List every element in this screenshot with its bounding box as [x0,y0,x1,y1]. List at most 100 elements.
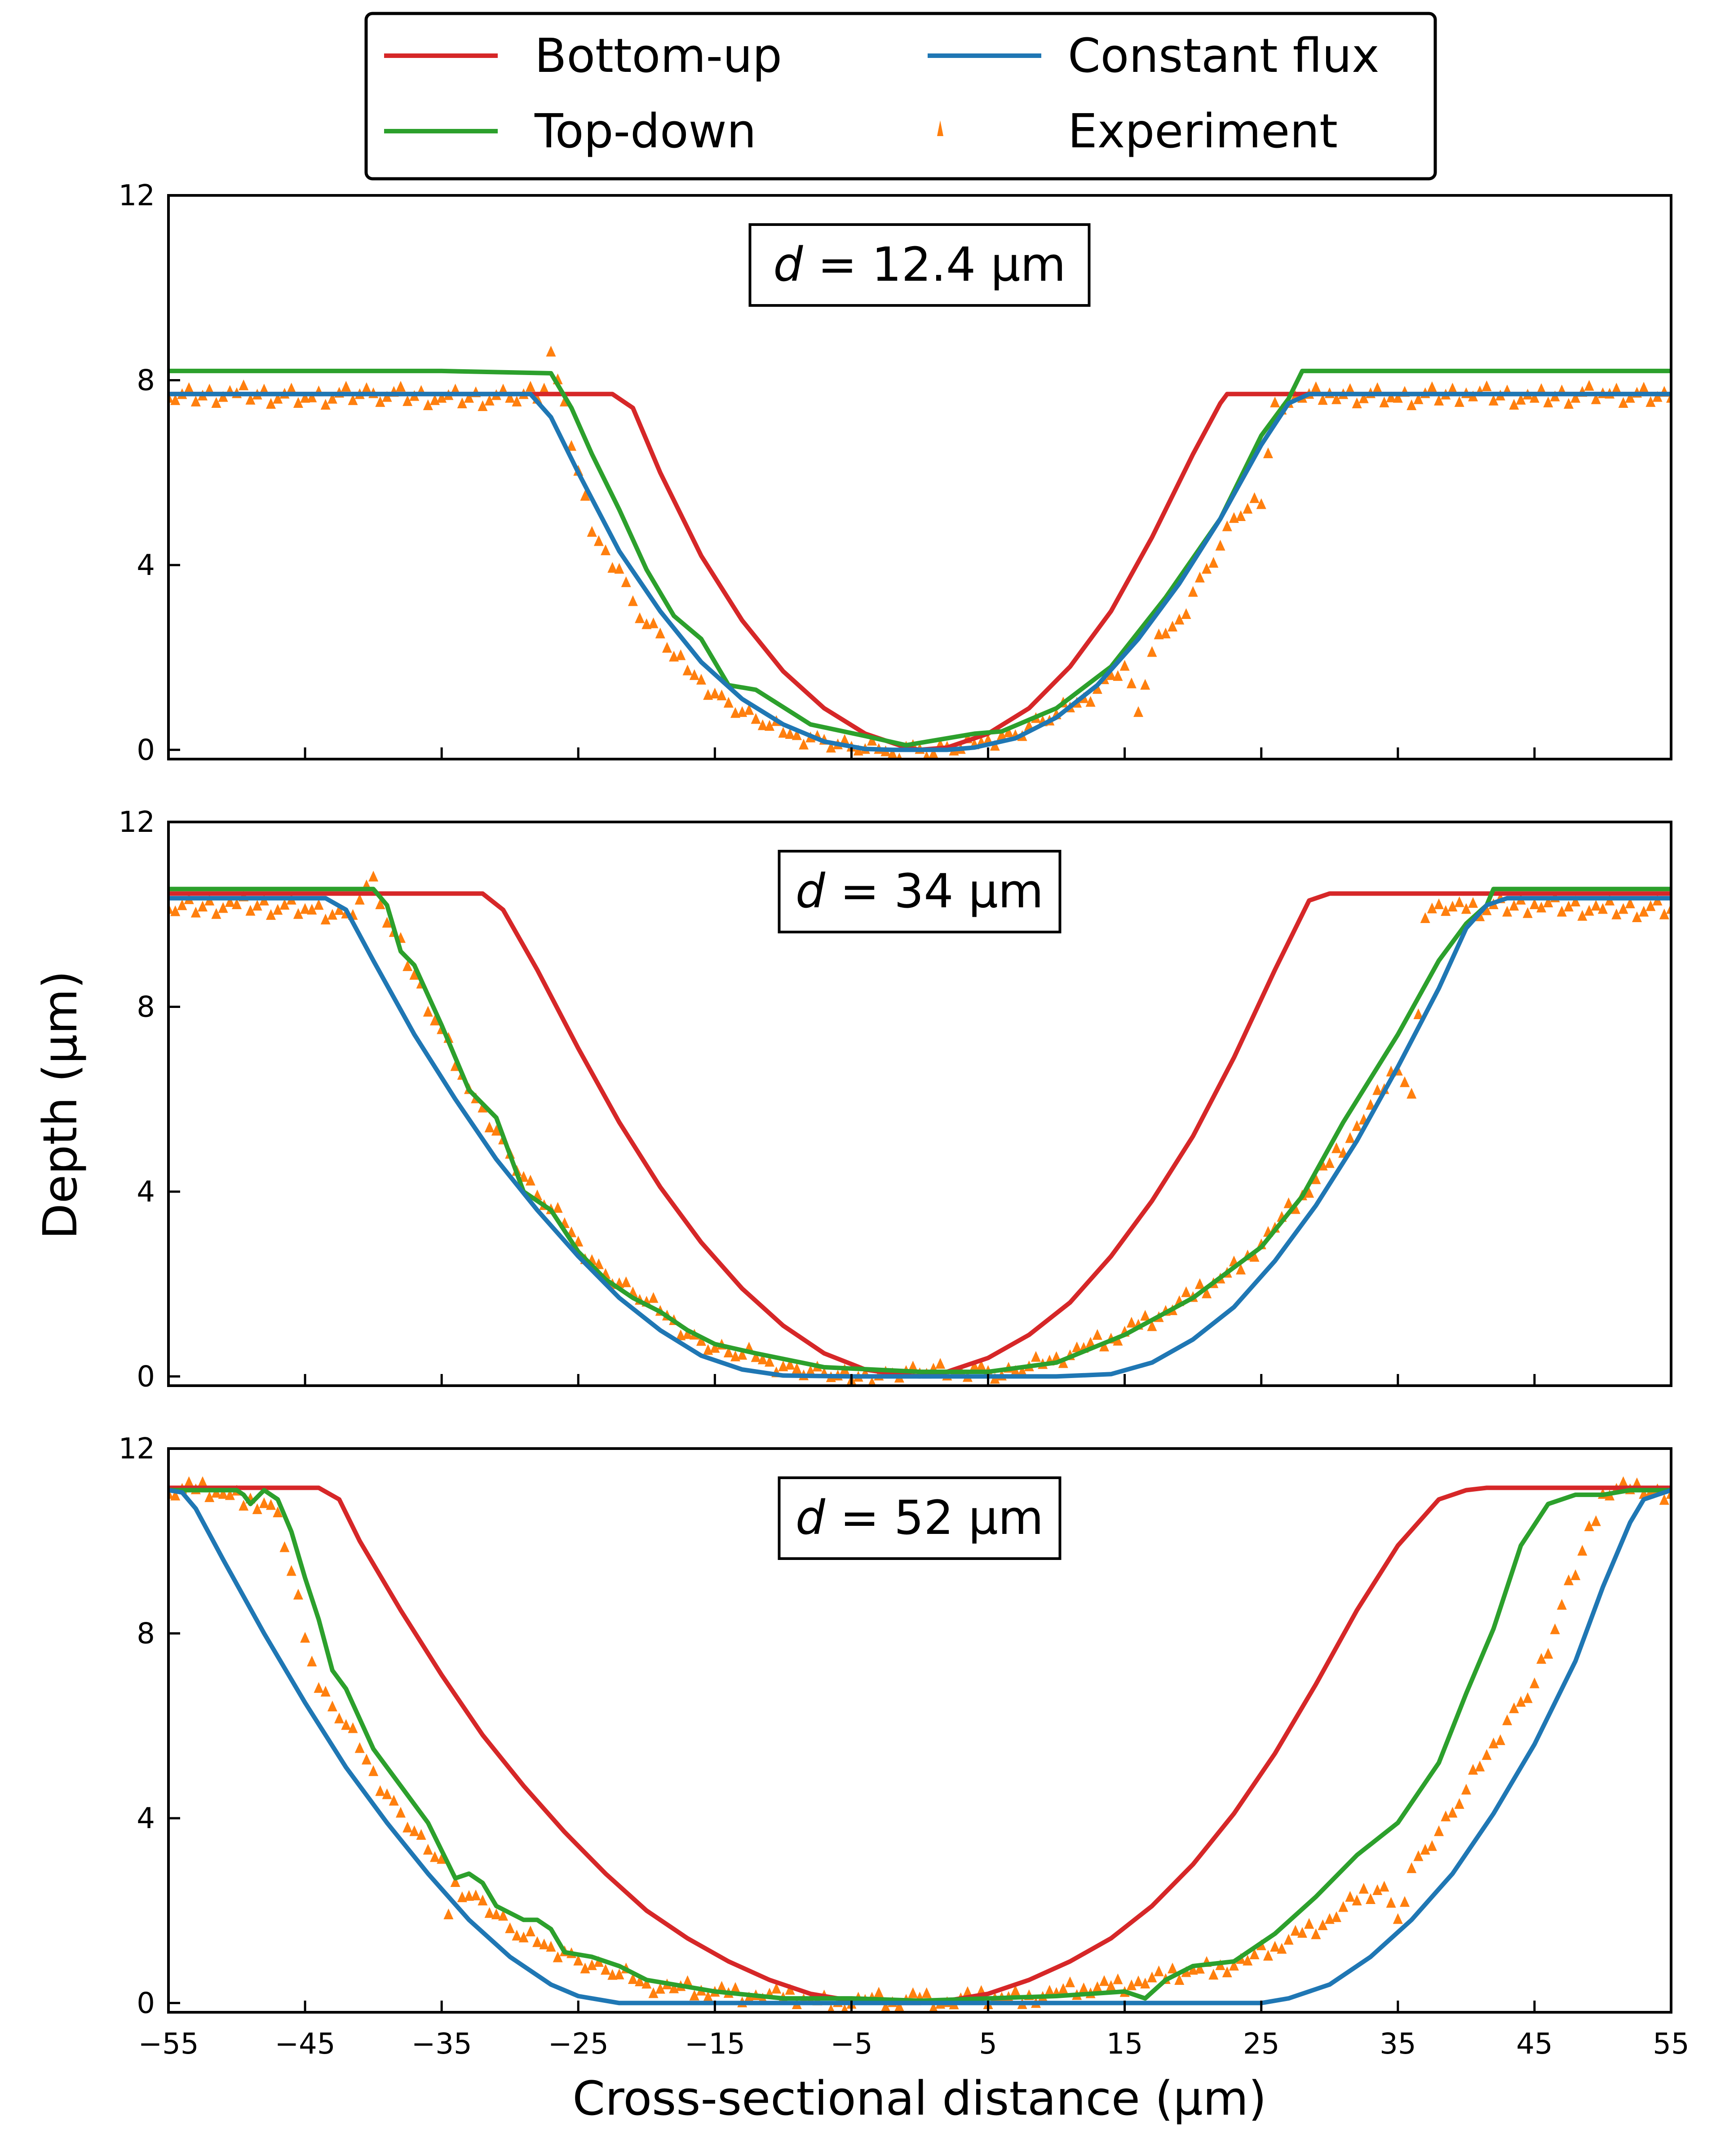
data-point-experiment [778,727,788,738]
data-point-experiment [601,544,611,556]
data-point-experiment [204,384,215,395]
data-point-experiment [539,383,549,394]
data-point-experiment [641,1978,652,1989]
data-point-experiment [1099,1975,1110,1986]
data-point-experiment [239,1500,249,1511]
data-point-experiment [1652,391,1663,402]
data-point-experiment [1270,1940,1280,1952]
plot-area [168,345,1671,759]
data-point-experiment [826,742,836,753]
data-point-experiment [1400,1076,1410,1087]
data-point-experiment [923,751,930,759]
data-point-experiment [1352,1895,1362,1906]
data-point-experiment [293,908,303,919]
data-point-experiment [1366,1099,1376,1110]
data-point-experiment [1331,1911,1341,1922]
data-point-experiment [1407,399,1417,411]
data-point-experiment [1311,381,1321,392]
data-point-experiment [546,345,556,357]
data-point-experiment [1434,394,1444,406]
legend-label-constant-flux: Constant flux [1068,28,1380,83]
data-point-experiment [1283,1934,1294,1945]
series-line-bottom-up [168,392,1671,752]
data-point-experiment [232,898,242,910]
data-point-experiment [696,1335,706,1346]
data-point-experiment [1202,1287,1212,1299]
data-point-experiment [1379,396,1389,407]
data-point-experiment [1072,1341,1082,1352]
data-point-experiment [682,664,693,676]
data-point-experiment [1352,1120,1362,1131]
data-point-experiment [785,728,795,739]
data-point-experiment [1085,696,1096,707]
data-point-experiment [368,1765,379,1776]
data-point-experiment [1174,614,1185,625]
data-point-experiment [491,1908,501,1919]
data-point-experiment [682,1975,693,1986]
x-tick-label: 35 [1380,2028,1416,2061]
data-point-experiment [1304,1187,1314,1198]
data-point-experiment [211,397,221,408]
data-point-experiment [395,380,406,392]
data-point-experiment [225,1489,235,1500]
data-point-experiment [395,1807,406,1818]
data-point-experiment [498,384,509,395]
data-point-experiment [703,689,713,700]
data-point-experiment [1434,898,1444,910]
data-point-experiment [1229,512,1239,523]
data-point-experiment [1318,1919,1328,1931]
data-point-experiment [655,627,665,639]
data-point-experiment [190,906,201,918]
data-point-experiment [908,1361,918,1372]
panel-bottom: 0 4 8 12 d = 52 µm [119,1432,1672,2020]
data-point-experiment [1482,1749,1492,1760]
data-point-experiment [771,1983,782,1994]
data-point-experiment [1352,397,1362,408]
data-point-experiment [429,1014,440,1025]
y-tick-label: 12 [119,179,155,212]
data-point-experiment [1413,393,1424,404]
data-point-experiment [1502,1714,1513,1725]
data-point-experiment [1263,1950,1273,1961]
data-point-experiment [279,1541,290,1552]
data-point-experiment [1618,397,1628,408]
data-point-experiment [1202,563,1212,574]
data-point-experiment [484,394,495,406]
series-line-bottom-up [168,891,1671,1379]
data-point-experiment [1632,911,1642,922]
data-point-experiment [880,2001,891,2012]
data-point-experiment [1536,901,1547,913]
data-point-experiment [648,617,659,628]
data-point-experiment [1516,393,1526,405]
data-point-experiment [1331,1142,1341,1153]
data-point-experiment [1194,1962,1205,1974]
data-point-experiment [593,535,604,546]
data-point-experiment [375,898,385,910]
data-point-experiment [1400,1896,1410,1907]
data-point-experiment [437,392,447,403]
data-point-experiment [635,1975,645,1987]
panel-annotation-text: d = 34 µm [796,864,1044,919]
data-point-experiment [1044,1984,1055,1996]
data-point-experiment [1208,557,1219,568]
data-point-experiment [402,395,413,406]
data-point-experiment [1584,1520,1594,1531]
data-point-experiment [1522,1692,1533,1703]
data-point-experiment [614,1968,624,1979]
data-point-experiment [334,904,345,915]
data-point-experiment [635,612,645,623]
data-point-experiment [1434,1825,1444,1836]
data-point-experiment [300,1632,310,1643]
data-point-experiment [314,1682,324,1693]
data-point-experiment [239,379,249,390]
data-point-experiment [648,1987,659,1998]
panel-annotation-text: d = 12.4 µm [773,237,1066,292]
data-point-experiment [1311,1173,1321,1184]
data-point-experiment [525,1926,535,1937]
data-point-experiment [1256,498,1266,509]
data-point-experiment [218,902,228,913]
data-point-experiment [827,2004,835,2012]
data-point-experiment [1324,1157,1335,1168]
data-point-experiment [1591,1515,1601,1526]
data-point-experiment [1639,906,1649,917]
